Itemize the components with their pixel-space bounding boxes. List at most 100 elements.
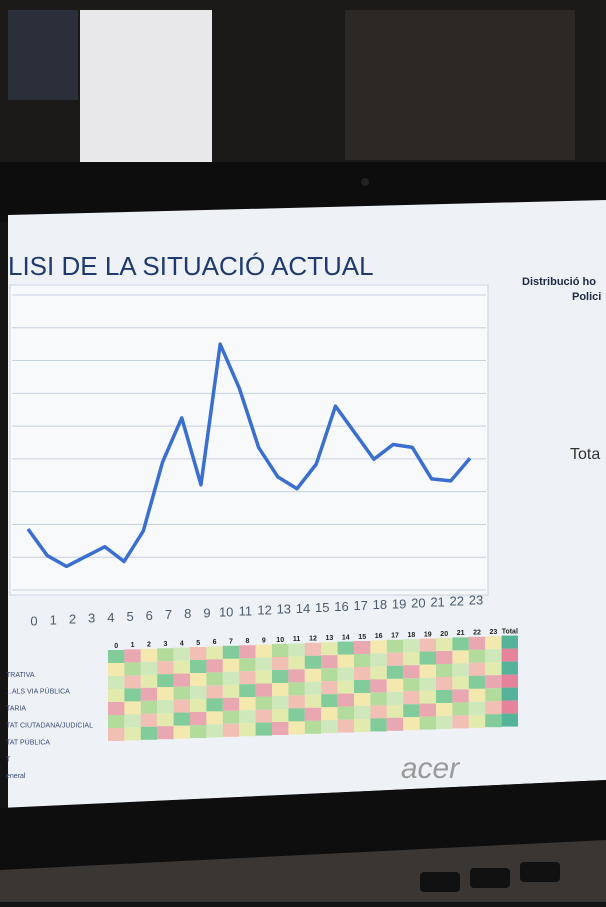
row-label: ...ALS VIA PÚBLICA [6,687,70,696]
heat-cell [206,724,222,737]
heat-cell [141,688,157,701]
heat-cell [354,641,370,654]
heat-cell [305,643,321,656]
wall-panel-dark [345,10,575,160]
heat-cell [403,704,419,717]
heat-cell [141,714,157,727]
table-header: 12 [309,636,317,643]
heat-cell [485,662,501,675]
heat-cell [239,645,255,658]
row-label: TAT PÚBLICA [6,737,50,746]
heat-cell [174,700,190,713]
row-label: T [6,756,11,763]
heat-cell [157,700,173,713]
heat-cell [387,705,403,718]
heat-cell [256,658,272,671]
heat-cell [436,651,452,664]
heat-cell [157,687,173,700]
heat-cell [305,669,321,682]
heat-cell [305,695,321,708]
heat-cell [108,702,124,715]
heat-cell [485,701,501,714]
heat-cell [354,654,370,667]
heat-cell [485,688,501,701]
heat-cell [223,711,239,724]
heat-cell [469,715,485,728]
x-tick-label: 15 [315,600,329,615]
heat-cell [321,720,337,733]
heat-cell [370,666,386,679]
heat-cell [485,675,501,688]
heat-cell [452,663,468,676]
heat-cell [108,663,124,676]
heat-cell [502,636,518,649]
heat-cell [452,689,468,702]
heat-cell [420,717,436,730]
heat-cell [420,678,436,691]
x-tick-label: 3 [88,611,95,626]
row-label: TAT CIUTADANA/JUDICIAL [6,723,93,730]
wall-panel-dark [8,10,78,100]
heat-cell [354,693,370,706]
heat-cell [157,674,173,687]
heat-cell [108,676,124,689]
heat-cell [174,648,190,661]
heat-cell [157,726,173,739]
heat-cell [403,691,419,704]
heat-cell [370,653,386,666]
x-tick-label: 5 [126,609,133,624]
heat-cell [452,650,468,663]
table-header: 20 [440,631,448,638]
heat-cell [190,660,206,673]
key [520,862,560,882]
heat-cell [223,698,239,711]
heat-cell [206,711,222,724]
x-tick-label: 7 [165,607,172,622]
x-tick-label: 19 [392,596,406,611]
x-tick-label: 8 [184,606,191,621]
heat-cell [272,722,288,735]
heat-cell [157,713,173,726]
heat-cell [452,702,468,715]
heat-cell [321,655,337,668]
heat-cell [206,659,222,672]
table-header: 10 [276,637,284,644]
heat-cell [108,715,124,728]
x-tick-label: 1 [50,613,57,628]
table-header: 4 [180,640,184,647]
x-tick-label: 14 [296,601,310,616]
heat-cell [420,691,436,704]
page: {"chart_data": {"type": "line", "title":… [0,0,606,902]
heat-cell [223,659,239,672]
heat-cell [403,639,419,652]
heat-cell [420,652,436,665]
heat-cell [223,646,239,659]
row-label: TARIA [6,706,26,713]
heat-cell [256,645,272,658]
x-tick-label: 13 [277,602,291,617]
x-tick-label: 17 [353,598,367,613]
heat-cell [354,706,370,719]
table-header: 8 [245,638,249,645]
heat-cell [403,665,419,678]
heat-cell [108,689,124,702]
brand-logo: acer [401,752,460,785]
table-header: 15 [358,634,366,641]
table-header: 3 [163,641,167,648]
heat-cell [452,676,468,689]
heat-cell [469,702,485,715]
heat-cell [141,701,157,714]
heat-cell [502,701,518,714]
heat-cell [272,709,288,722]
heat-cell [206,685,222,698]
x-tick-label: 18 [373,597,387,612]
heat-cell [469,676,485,689]
heat-cell [321,642,337,655]
heat-cell [141,727,157,740]
x-tick-label: 20 [411,595,425,610]
heat-cell [288,682,304,695]
heat-cell [124,675,140,688]
heat-cell [256,697,272,710]
plot-area [10,285,488,595]
heat-cell [338,642,354,655]
